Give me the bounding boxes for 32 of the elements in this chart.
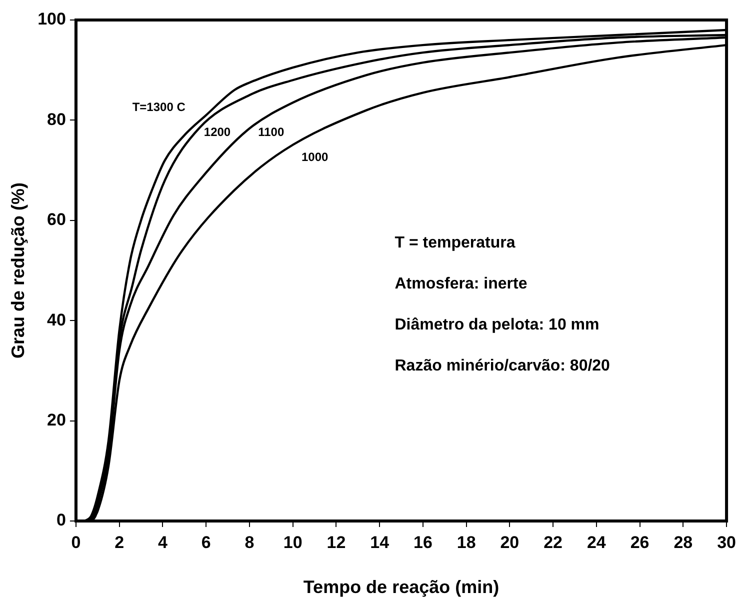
y-tick-label: 60 bbox=[47, 210, 66, 230]
series-label: 1200 bbox=[204, 125, 231, 140]
x-tick-label: 24 bbox=[586, 532, 606, 552]
y-tick-label: 80 bbox=[47, 110, 66, 129]
x-tick-label: 22 bbox=[544, 532, 563, 552]
y-tick-label: 40 bbox=[47, 310, 66, 330]
x-tick-label: 4 bbox=[158, 532, 168, 552]
annotation: Razão minério/carvão: 80/20 bbox=[394, 357, 610, 374]
x-axis-title: Tempo de reação (min) bbox=[303, 577, 500, 598]
x-tick-label: 8 bbox=[244, 532, 254, 552]
annotation: Diâmetro da pelota: 10 mm bbox=[394, 316, 600, 334]
x-tick-label: 20 bbox=[500, 532, 520, 552]
x-tick-label: 28 bbox=[674, 532, 693, 552]
x-tick-label: 26 bbox=[630, 532, 650, 552]
x-tick-label: 6 bbox=[201, 532, 211, 552]
x-tick-label: 10 bbox=[283, 532, 302, 552]
x-tick-label: 30 bbox=[717, 532, 736, 552]
y-tick-label: 100 bbox=[38, 10, 66, 29]
x-tick-label: 0 bbox=[71, 532, 81, 552]
series-label: 1100 bbox=[258, 125, 284, 140]
x-tick-label: 14 bbox=[370, 532, 390, 552]
series-label: 1000 bbox=[302, 150, 329, 164]
series-label: T=1300 C bbox=[132, 100, 186, 114]
x-tick-label: 12 bbox=[326, 532, 346, 552]
y-tick-label: 0 bbox=[56, 510, 66, 530]
x-tick-label: 2 bbox=[114, 532, 124, 552]
annotation: T = temperatura bbox=[394, 234, 516, 252]
y-tick-label: 20 bbox=[47, 410, 66, 430]
x-tick-label: 16 bbox=[413, 532, 432, 552]
y-axis-title: Grau de redução (%) bbox=[8, 182, 28, 359]
x-tick-label: 18 bbox=[456, 532, 476, 552]
annotation: Atmosfera: inerte bbox=[394, 275, 528, 292]
